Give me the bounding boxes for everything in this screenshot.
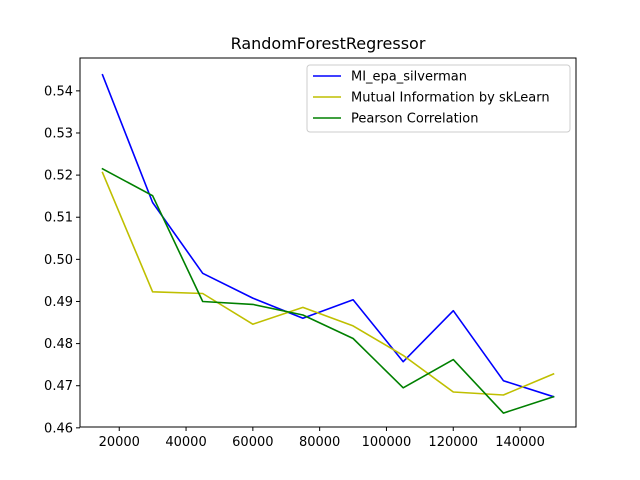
x-tick-label: 80000 bbox=[299, 435, 340, 450]
plot-frame bbox=[79, 57, 577, 428]
x-axis: 20000 40000 60000 80000 100000 120000 140000 bbox=[99, 427, 545, 450]
y-tick-label: 0.54 bbox=[44, 84, 73, 99]
x-tick-label: 100000 bbox=[362, 435, 412, 450]
y-tick-label: 0.48 bbox=[44, 337, 73, 352]
series-line-2 bbox=[101, 167, 555, 414]
x-tick-label: 140000 bbox=[495, 435, 545, 450]
series-line-0 bbox=[101, 73, 555, 398]
legend-box bbox=[306, 64, 571, 133]
y-tick-label: 0.46 bbox=[44, 421, 73, 436]
y-tick-label: 0.47 bbox=[44, 379, 73, 394]
x-tick-label: 60000 bbox=[232, 435, 273, 450]
legend-label-2: Pearson Correlation bbox=[351, 112, 478, 127]
y-tick-label: 0.49 bbox=[44, 295, 73, 310]
series-layer bbox=[101, 73, 555, 414]
chart-title: RandomForestRegressor bbox=[231, 34, 426, 53]
x-tick-label: 20000 bbox=[99, 435, 140, 450]
x-tick-label: 120000 bbox=[428, 435, 478, 450]
legend: MI_epa_silverman Mutual Information by sk… bbox=[306, 64, 571, 133]
legend-label-1: Mutual Information by skLearn bbox=[351, 91, 550, 106]
y-axis: 0.46 0.47 0.48 0.49 0.50 0.51 0.52 0.53 0.54 bbox=[44, 84, 80, 436]
legend-label-0: MI_epa_silverman bbox=[351, 70, 467, 85]
y-tick-label: 0.52 bbox=[44, 169, 73, 184]
series-line-1 bbox=[101, 171, 555, 396]
y-tick-label: 0.51 bbox=[44, 211, 73, 226]
y-tick-label: 0.53 bbox=[44, 126, 73, 141]
x-tick-label: 40000 bbox=[165, 435, 206, 450]
y-tick-label: 0.50 bbox=[44, 253, 73, 268]
